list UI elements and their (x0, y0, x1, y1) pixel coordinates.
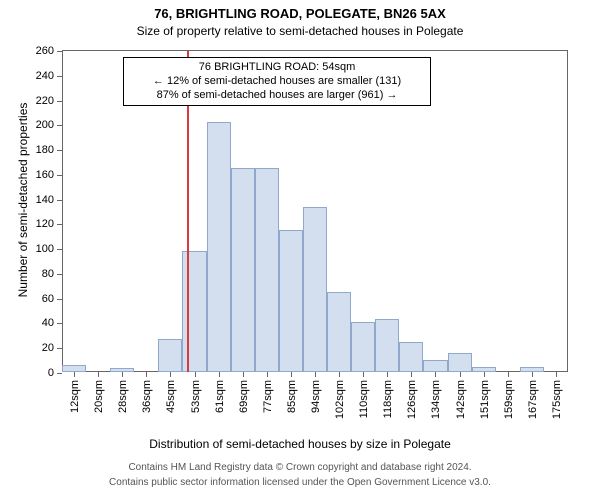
y-tick-label: 220 (36, 95, 62, 107)
y-tick-label: 100 (36, 243, 62, 255)
x-tick-mark (315, 372, 316, 377)
y-axis-line (62, 51, 63, 372)
x-tick-label: 142sqm (453, 380, 467, 419)
x-tick-label: 159sqm (501, 380, 515, 419)
annotation-line: 76 BRIGHTLING ROAD: 54sqm (130, 60, 425, 74)
chart-subtitle: Size of property relative to semi-detach… (0, 24, 600, 38)
x-tick-mark (484, 372, 485, 377)
chart-title: 76, BRIGHTLING ROAD, POLEGATE, BN26 5AX (0, 6, 600, 21)
x-tick-mark (98, 372, 99, 377)
x-tick-label: 77sqm (260, 380, 274, 413)
x-tick-mark (267, 372, 268, 377)
x-tick-mark (387, 372, 388, 377)
histogram-bar (231, 168, 255, 372)
x-tick-mark (219, 372, 220, 377)
histogram-bar (158, 339, 182, 372)
x-tick-mark (195, 372, 196, 377)
annotation-box: 76 BRIGHTLING ROAD: 54sqm← 12% of semi-d… (123, 57, 432, 106)
x-tick-mark (460, 372, 461, 377)
histogram-bar (327, 292, 351, 373)
x-tick-mark (363, 372, 364, 377)
x-tick-label: 36sqm (139, 380, 153, 413)
y-tick-label: 60 (42, 293, 62, 305)
x-tick-label: 110sqm (356, 380, 370, 418)
y-tick-label: 200 (36, 119, 62, 131)
x-tick-label: 61sqm (212, 380, 226, 413)
x-tick-mark (122, 372, 123, 377)
x-tick-mark (170, 372, 171, 377)
chart-container: 76, BRIGHTLING ROAD, POLEGATE, BN26 5AX … (0, 0, 600, 500)
annotation-line: ← 12% of semi-detached houses are smalle… (130, 74, 425, 88)
x-tick-label: 118sqm (380, 380, 394, 418)
x-tick-mark (556, 372, 557, 377)
x-tick-mark (411, 372, 412, 377)
x-tick-mark (435, 372, 436, 377)
annotation-line: 87% of semi-detached houses are larger (… (130, 88, 425, 102)
y-tick-label: 40 (42, 317, 62, 329)
x-tick-label: 134sqm (428, 380, 442, 419)
x-tick-label: 69sqm (236, 380, 250, 413)
x-tick-label: 102sqm (332, 380, 346, 419)
x-tick-label: 85sqm (284, 380, 298, 413)
x-tick-label: 12sqm (67, 380, 81, 413)
x-tick-label: 175sqm (549, 380, 563, 419)
y-tick-label: 160 (36, 169, 62, 181)
y-tick-label: 0 (48, 367, 62, 379)
histogram-bar (303, 207, 327, 372)
histogram-bar (423, 360, 447, 372)
footer-line-1: Contains HM Land Registry data © Crown c… (0, 462, 600, 473)
x-tick-label: 53sqm (188, 380, 202, 413)
x-tick-label: 167sqm (525, 380, 539, 419)
histogram-bar (255, 168, 279, 372)
y-tick-label: 120 (36, 218, 62, 230)
x-tick-mark (532, 372, 533, 377)
y-tick-label: 20 (42, 342, 62, 354)
y-tick-label: 240 (36, 70, 62, 82)
x-tick-mark (339, 372, 340, 377)
x-tick-label: 28sqm (115, 380, 129, 413)
histogram-bar (279, 230, 303, 372)
histogram-bar (448, 353, 472, 372)
histogram-bar (62, 365, 86, 372)
x-tick-mark (291, 372, 292, 377)
x-tick-mark (74, 372, 75, 377)
plot-area: 02040608010012014016018020022024026012sq… (62, 50, 568, 372)
x-tick-mark (243, 372, 244, 377)
x-tick-label: 151sqm (477, 380, 491, 419)
y-axis-label: Number of semi-detached properties (16, 50, 30, 350)
x-tick-label: 126sqm (404, 380, 418, 419)
y-tick-label: 260 (36, 45, 62, 57)
x-tick-mark (508, 372, 509, 377)
histogram-bar (207, 122, 231, 372)
histogram-bar (399, 342, 423, 372)
x-tick-label: 94sqm (308, 380, 322, 413)
y-tick-label: 140 (36, 194, 62, 206)
x-tick-label: 20sqm (91, 380, 105, 413)
histogram-bar (351, 322, 375, 372)
histogram-bar (375, 319, 399, 372)
y-tick-label: 180 (36, 144, 62, 156)
footer-line-2: Contains public sector information licen… (0, 477, 600, 488)
x-axis-label: Distribution of semi-detached houses by … (0, 437, 600, 451)
y-tick-label: 80 (42, 268, 62, 280)
x-tick-label: 45sqm (163, 380, 177, 413)
x-tick-mark (146, 372, 147, 377)
